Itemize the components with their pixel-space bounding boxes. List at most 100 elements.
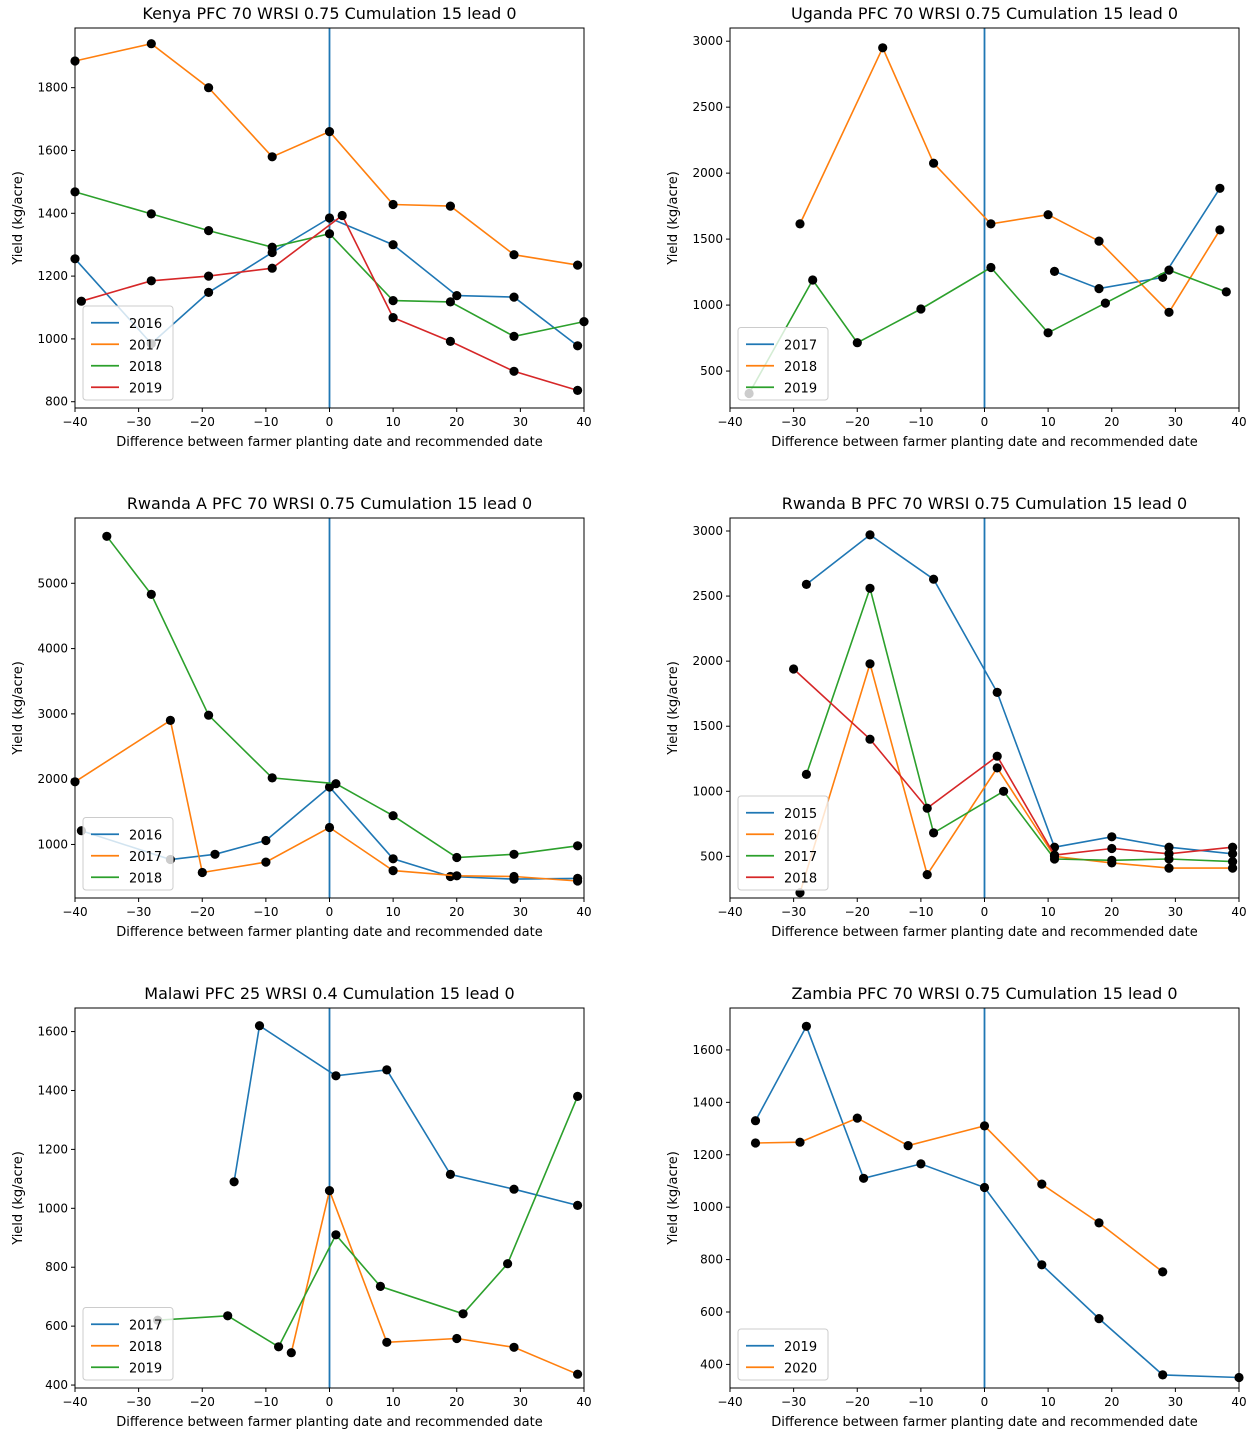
- data-point-2018-4: [1049, 850, 1060, 860]
- data-point-2019-0: [76, 296, 86, 306]
- y-tick-label: 1000: [692, 784, 723, 798]
- data-point-2018-4: [324, 229, 335, 239]
- data-point-2019-5: [458, 1309, 468, 1319]
- x-tick-label: 40: [1231, 905, 1246, 919]
- data-point-2019-6: [1100, 298, 1110, 308]
- y-tick-label: 400: [700, 1357, 723, 1371]
- data-point-2019-3: [916, 1159, 926, 1169]
- data-point-2018-4: [1043, 210, 1053, 220]
- data-point-2019-6: [1094, 1314, 1104, 1324]
- data-point-2019-1: [801, 1021, 812, 1031]
- x-tick-label: 0: [326, 1395, 334, 1409]
- data-point-2018-4: [331, 779, 341, 789]
- x-tick-label: −40: [62, 1395, 87, 1409]
- data-point-2017-4: [324, 822, 335, 833]
- legend-box: [82, 817, 174, 891]
- data-point-2019-2: [859, 1173, 869, 1183]
- data-point-2018-4: [509, 1342, 519, 1352]
- legend-label: 2018: [129, 360, 162, 375]
- y-tick-label: 1600: [37, 143, 68, 157]
- x-tick-label: −40: [717, 1395, 742, 1409]
- y-tick-label: 600: [45, 1319, 68, 1333]
- data-point-2017-7: [1228, 857, 1238, 867]
- x-axis-label: Difference between farmer planting date …: [116, 1415, 542, 1430]
- data-point-2018-8: [573, 841, 583, 851]
- x-tick-label: 30: [1168, 415, 1183, 429]
- legend-label: 2015: [784, 807, 817, 822]
- data-point-2020-3: [903, 1141, 913, 1151]
- data-point-2016-4: [324, 213, 335, 223]
- data-point-2019-6: [503, 1259, 513, 1269]
- x-tick-label: 20: [449, 1395, 464, 1409]
- chart-title: Kenya PFC 70 WRSI 0.75 Cumulation 15 lea…: [142, 4, 516, 23]
- data-point-2019-1: [146, 276, 156, 286]
- series-line-2016: [799, 660, 1233, 894]
- x-tick-label: 20: [449, 415, 464, 429]
- data-point-2018-3: [992, 751, 1002, 761]
- data-point-2017-6: [445, 201, 455, 211]
- legend-box: [737, 795, 829, 891]
- series-line-2018: [290, 1187, 578, 1375]
- data-point-2018-2: [204, 710, 214, 720]
- data-point-2018-0: [286, 1348, 296, 1358]
- y-tick-label: 800: [700, 1253, 723, 1267]
- legend-label: 2019: [784, 1340, 817, 1355]
- x-tick-label: 20: [1104, 415, 1119, 429]
- data-point-2016-6: [1164, 863, 1174, 873]
- y-tick-label: 1400: [37, 1083, 68, 1097]
- data-point-2017-6: [573, 1200, 583, 1210]
- x-tick-label: 30: [513, 415, 528, 429]
- series-line-2017: [1054, 187, 1221, 290]
- y-tick-label: 5000: [37, 576, 68, 590]
- data-point-2017-4: [324, 127, 335, 137]
- data-point-2018-6: [445, 297, 455, 307]
- y-tick-label: 2500: [692, 100, 723, 114]
- x-tick-label: −30: [781, 1395, 806, 1409]
- x-tick-label: −10: [908, 1395, 933, 1409]
- data-point-2015-6: [1164, 842, 1174, 852]
- x-tick-label: −10: [253, 415, 278, 429]
- legend-label: 2017: [129, 338, 162, 353]
- data-point-2019-7: [573, 1091, 583, 1101]
- x-tick-label: 10: [385, 1395, 400, 1409]
- data-point-2017-0: [229, 1177, 239, 1187]
- series-line-2018: [793, 668, 1233, 856]
- data-point-2016-8: [573, 341, 583, 351]
- legend-label: 2019: [129, 1361, 162, 1376]
- x-tick-label: 10: [385, 905, 400, 919]
- legend-label: 2017: [129, 850, 162, 865]
- data-point-2016-2: [922, 870, 932, 880]
- data-point-2017-2: [197, 867, 207, 878]
- y-tick-label: 800: [45, 395, 68, 409]
- y-tick-label: 4000: [37, 642, 68, 656]
- data-point-2018-5: [573, 1369, 583, 1379]
- legend-label: 2017: [129, 1318, 162, 1333]
- data-point-2018-3: [986, 219, 996, 229]
- data-point-2015-5: [1107, 832, 1117, 842]
- legend: 2016 2017 2018: [82, 817, 174, 891]
- series-line-2017: [805, 585, 1233, 863]
- legend-box: [737, 327, 829, 401]
- data-point-2016-7: [1228, 863, 1238, 873]
- data-point-2019-5: [1043, 328, 1053, 338]
- data-point-2019-2: [852, 338, 862, 348]
- data-point-2017-4: [445, 1169, 455, 1179]
- y-tick-label: 600: [700, 1305, 723, 1319]
- series-line-2018: [799, 45, 1221, 314]
- data-point-2020-0: [750, 1138, 761, 1148]
- y-tick-label: 1000: [37, 837, 68, 851]
- x-tick-label: −20: [190, 415, 215, 429]
- x-tick-label: 30: [1168, 905, 1183, 919]
- y-tick-label: 1200: [37, 1142, 68, 1156]
- data-point-2017-1: [865, 583, 875, 593]
- y-tick-label: 1500: [692, 232, 723, 246]
- data-point-2016-3: [992, 763, 1002, 773]
- legend-label: 2018: [129, 871, 162, 886]
- data-point-2018-2: [382, 1337, 392, 1347]
- x-tick-label: 40: [1231, 415, 1246, 429]
- chart-panel-0: Kenya PFC 70 WRSI 0.75 Cumulation 15 lea…: [11, 4, 592, 450]
- y-tick-label: 1200: [692, 1148, 723, 1162]
- data-point-2017-2: [204, 83, 214, 93]
- legend-label: 2019: [784, 381, 817, 396]
- data-point-2017-1: [254, 1021, 265, 1031]
